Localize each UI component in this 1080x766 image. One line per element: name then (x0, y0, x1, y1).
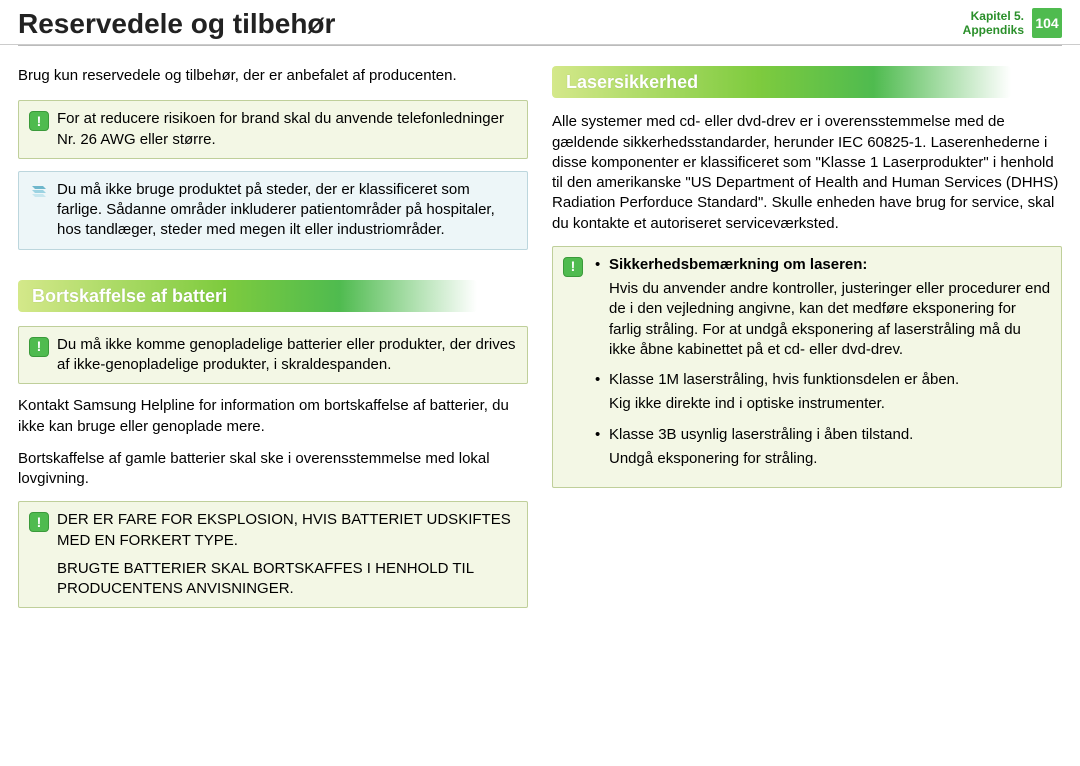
warning-icon: ! (29, 337, 49, 357)
page-content: Brug kun reservedele og tilbehør, der er… (0, 46, 1080, 620)
header-meta: Kapitel 5. Appendiks 104 (963, 8, 1062, 38)
body-paragraph: Kontakt Samsung Helpline for information… (18, 396, 528, 437)
callout-text: DER ER FARE FOR EKSPLOSION, HVIS BATTERI… (57, 510, 517, 599)
intro-text: Brug kun reservedele og tilbehør, der er… (18, 66, 528, 86)
callout-warning-3: ! DER ER FARE FOR EKSPLOSION, HVIS BATTE… (18, 501, 528, 608)
warning-icon: ! (29, 512, 49, 532)
warning-icon: ! (29, 111, 49, 131)
callout-text: Sikkerhedsbemærkning om laseren: Hvis du… (591, 255, 1051, 479)
note-icon (29, 182, 49, 202)
page-number-badge: 104 (1032, 8, 1062, 38)
callout-note-1: Du må ikke bruge produktet på steder, de… (18, 171, 528, 250)
left-column: Brug kun reservedele og tilbehør, der er… (18, 66, 528, 620)
list-item: Klasse 3B usynlig laserstråling i åben t… (595, 425, 1051, 470)
list-item: Klasse 1M laserstråling, hvis funktionsd… (595, 370, 1051, 415)
laser-warn-heading: Sikkerhedsbemærkning om laseren: (609, 256, 867, 273)
callout-text: Du må ikke bruge produktet på steder, de… (57, 180, 517, 241)
warn3-line1: DER ER FARE FOR EKSPLOSION, HVIS BATTERI… (57, 510, 517, 551)
chapter-label: Kapitel 5. Appendiks (963, 9, 1024, 38)
callout-warning-laser: ! Sikkerhedsbemærkning om laseren: Hvis … (552, 246, 1062, 488)
warning-icon: ! (563, 257, 583, 277)
laser-bullet-list: Sikkerhedsbemærkning om laseren: Hvis du… (591, 255, 1051, 469)
body-paragraph: Bortskaffelse af gamle batterier skal sk… (18, 449, 528, 490)
bullet3-main: Klasse 3B usynlig laserstråling i åben t… (609, 426, 913, 443)
section-heading-battery: Bortskaffelse af batteri (18, 280, 477, 312)
callout-warning-2: ! Du må ikke komme genopladelige batteri… (18, 326, 528, 385)
bullet2-main: Klasse 1M laserstråling, hvis funktionsd… (609, 371, 959, 388)
section-heading-laser: Lasersikkerhed (552, 66, 1011, 98)
list-item: Sikkerhedsbemærkning om laseren: Hvis du… (595, 255, 1051, 360)
page-header: Reservedele og tilbehør Kapitel 5. Appen… (0, 0, 1080, 45)
bullet3-sub: Undgå eksponering for stråling. (609, 449, 1051, 469)
body-paragraph: Alle systemer med cd- eller dvd-drev er … (552, 112, 1062, 234)
chapter-line2: Appendiks (963, 23, 1024, 37)
callout-text: For at reducere risikoen for brand skal … (57, 109, 517, 150)
page-title: Reservedele og tilbehør (18, 8, 335, 40)
bullet2-sub: Kig ikke direkte ind i optiske instrumen… (609, 394, 1051, 414)
callout-text: Du må ikke komme genopladelige batterier… (57, 335, 517, 376)
right-column: Lasersikkerhed Alle systemer med cd- ell… (552, 66, 1062, 620)
chapter-line1: Kapitel 5. (963, 9, 1024, 23)
warn3-line2: BRUGTE BATTERIER SKAL BORTSKAFFES I HENH… (57, 559, 517, 600)
callout-warning-1: ! For at reducere risikoen for brand ska… (18, 100, 528, 159)
laser-warn-body: Hvis du anvender andre kontroller, juste… (609, 279, 1051, 360)
